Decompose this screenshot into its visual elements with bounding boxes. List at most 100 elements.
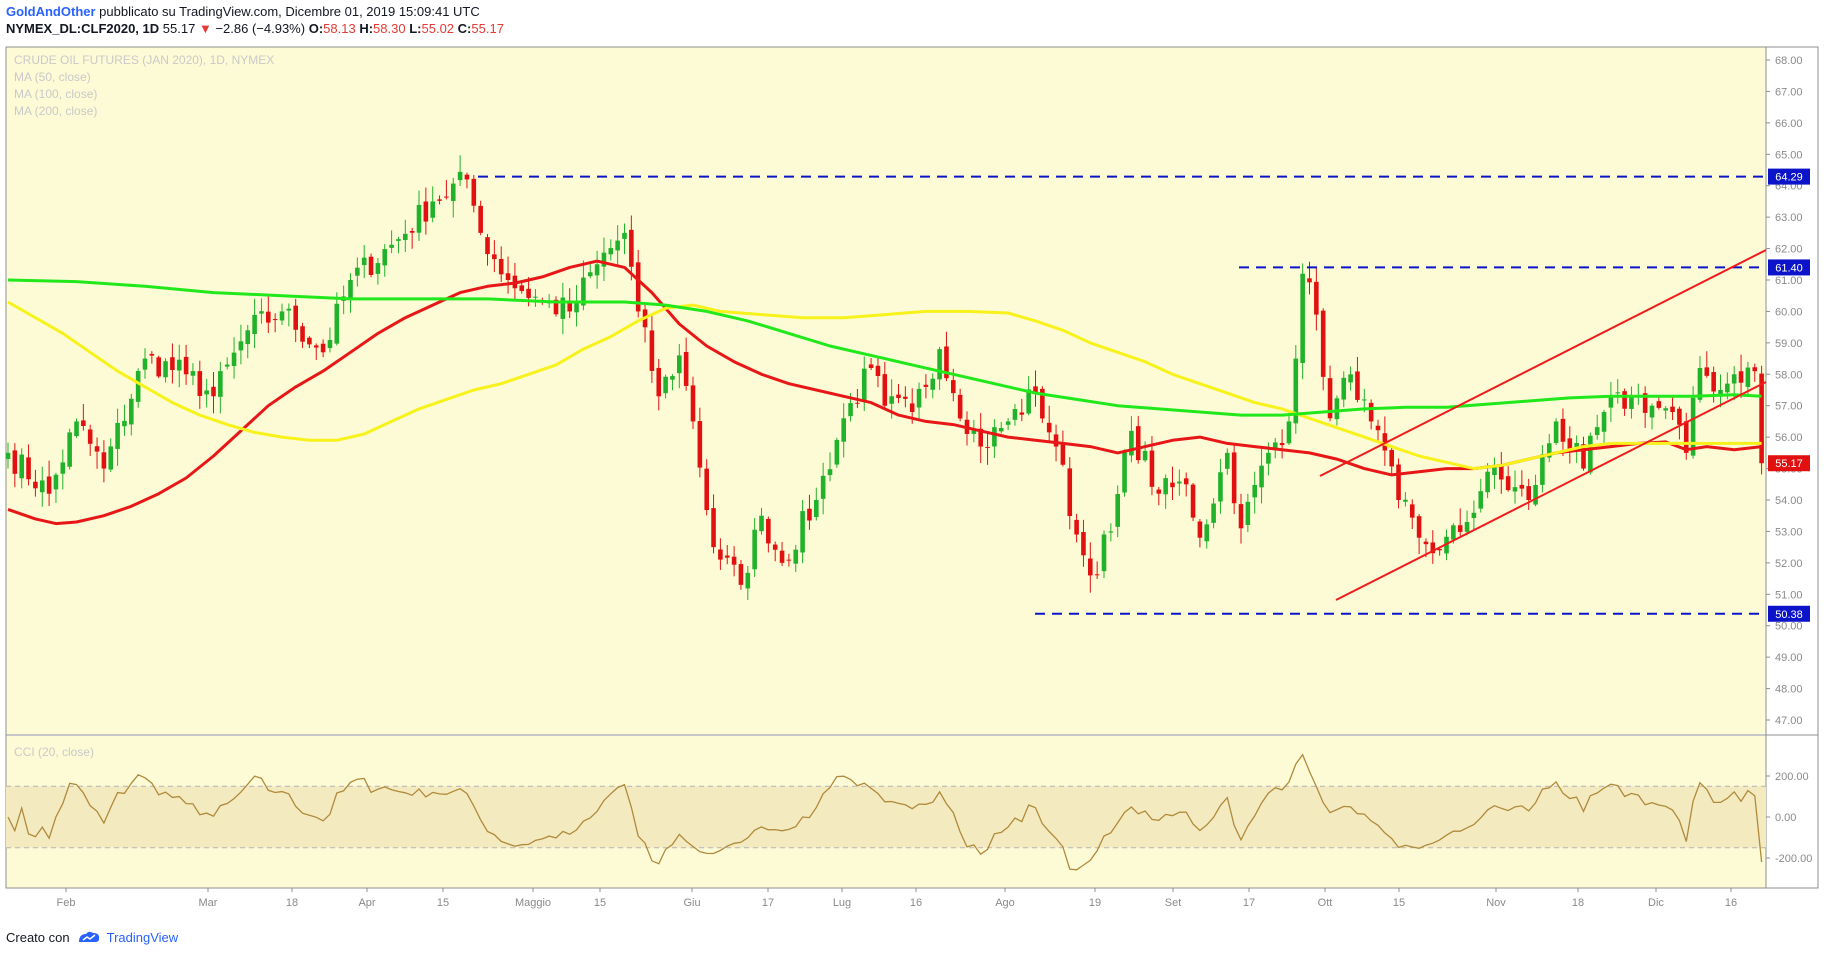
candle-body [1170,482,1175,488]
candle-body [1135,426,1141,461]
close-label: C: [457,21,472,36]
candle-body [320,343,326,353]
down-arrow-icon: ▼ [198,21,212,36]
candle-body [1553,421,1559,443]
candle-body [115,422,120,449]
candle-body [1505,476,1511,491]
candle-body [74,421,79,437]
level-tag [1768,605,1810,622]
cci-tick-label: -200.00 [1775,853,1812,865]
candle-body [1615,392,1621,394]
candle-body [1355,371,1360,400]
time-tick-label: 15 [594,897,606,909]
price-tick-label: 51.00 [1775,589,1803,601]
candle-body [67,432,72,467]
candle-body [855,402,860,404]
candle-body [307,337,312,345]
candle-body [951,380,956,394]
candle-body [1608,397,1614,408]
candle-body [1327,378,1333,419]
candle-body [944,346,949,379]
time-tick-label: Ago [995,897,1015,909]
price-tick-label: 65.00 [1775,149,1803,161]
candle-body [1745,367,1751,387]
candle-body [39,480,45,493]
level-tag-label: 50.38 [1775,609,1803,621]
candle-body [772,544,778,550]
high-label: H: [359,21,374,36]
candle-body [149,353,155,356]
candle-body [731,556,737,565]
candle-body [567,301,572,312]
time-tick-label: 17 [1243,897,1255,909]
candle-body [718,549,723,560]
cci-tick-label: 200.00 [1775,771,1809,783]
candle-body [622,232,627,239]
candle-body [1231,452,1237,504]
candle-body [1033,386,1038,394]
candle-body [498,258,504,275]
candle-body [1142,450,1148,461]
candle-body [1581,444,1586,469]
time-tick-label: Ott [1318,897,1333,909]
candle-body [1540,454,1545,485]
close-value: 55.17 [471,21,504,36]
candle-body [1334,398,1340,420]
candle-body [998,428,1004,432]
candle-body [389,244,394,248]
time-tick-label: 15 [1393,897,1405,909]
candle-body [1437,549,1442,551]
candle-body [1670,406,1675,412]
moving-averages [7,259,1762,526]
candle-body [1430,542,1436,554]
author-link[interactable]: GoldAndOther [6,4,96,19]
candle-body [793,549,799,564]
candle-body [1711,371,1716,392]
time-tick-label: Set [1165,897,1182,909]
candle-body [697,421,703,468]
candle-body [1416,516,1422,538]
candle-body [1088,558,1093,576]
symbol-header: NYMEX_DL:CLF2020, 1D 55.17 ▼ −2.86 (−4.9… [6,21,504,36]
candle-body [533,296,538,298]
price-tick-label: 57.00 [1775,401,1803,413]
time-tick-label: 17 [762,897,774,909]
candle-body [279,311,285,321]
candle-body [60,462,66,474]
candle-body [135,371,141,402]
footer-brand[interactable]: TradingView [106,930,179,945]
price-tick-label: 67.00 [1775,86,1803,98]
candle-body [1053,434,1059,447]
channel-lower-line [1335,381,1767,601]
candle-body [766,518,771,544]
time-tick-label: 18 [1572,897,1584,909]
candle-body [1594,427,1600,436]
candle-body [368,256,374,275]
legend-ma50: MA (50, close) [14,70,91,84]
candle-body [690,385,696,422]
candle-body [1451,525,1456,540]
candle-body [1574,443,1579,448]
candle-body [1731,374,1737,384]
price-tags: 64.29 61.40 50.38 55.17 [1768,168,1810,622]
last-price: 55.17 [162,21,196,36]
candle-body [355,267,360,276]
price-tick-label: 58.00 [1775,369,1803,381]
horizontal-levels [478,175,1766,615]
candle-body [1697,368,1703,400]
candle-body [53,474,59,490]
candle-body [896,394,901,398]
candle-body [197,371,203,396]
candle-body [293,305,298,330]
open-label: O: [308,21,324,36]
candle-body [211,386,216,397]
candle-body [457,171,463,181]
time-tick-label: Dic [1648,897,1664,909]
price-tick-label: 56.00 [1775,432,1803,444]
candle-body [12,450,18,474]
candle-body [1060,444,1066,465]
candle-body [903,396,908,399]
candle-body [1279,442,1285,446]
channel-upper-line [1319,249,1767,477]
